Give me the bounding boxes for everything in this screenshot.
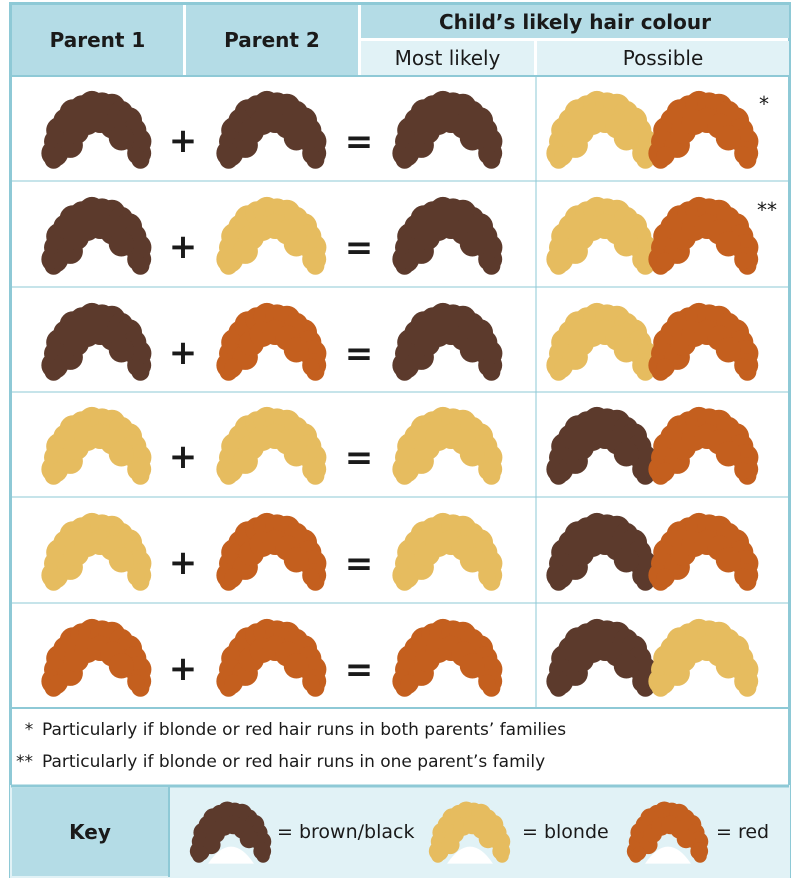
parent2-blonde-hair-icon <box>216 196 327 276</box>
possible-blonde-hair-icon <box>546 302 657 382</box>
possible-brown-hair-icon <box>546 512 657 592</box>
header-most-likely: Most likely <box>361 41 534 75</box>
plus-sign: + <box>168 227 198 267</box>
possible-blonde-hair-icon <box>648 618 759 698</box>
footnote-text: Particularly if blonde or red hair runs … <box>42 752 546 772</box>
equals-sign: = <box>344 438 374 478</box>
most-likely-blonde-hair-icon <box>392 406 503 486</box>
key-red-hair-icon <box>626 801 709 864</box>
equals-sign: = <box>344 228 374 268</box>
parent1-blonde-hair-icon <box>41 406 152 486</box>
plus-sign: + <box>168 121 198 161</box>
parent2-blonde-hair-icon <box>216 406 327 486</box>
key-brown-hair-icon <box>189 801 272 864</box>
parent2-brown-hair-icon <box>216 90 327 170</box>
parent1-blonde-hair-icon <box>41 512 152 592</box>
footnote-marker: ** <box>757 198 777 222</box>
possible-blonde-hair-icon <box>546 196 657 276</box>
most-likely-blonde-hair-icon <box>392 512 503 592</box>
parent2-red-hair-icon <box>216 618 327 698</box>
footnote-text: Particularly if blonde or red hair runs … <box>42 720 567 740</box>
possible-red-hair-icon <box>648 512 759 592</box>
possible-red-hair-icon <box>648 302 759 382</box>
footnote-mark: * <box>24 720 34 740</box>
plus-sign: + <box>168 437 198 477</box>
equals-sign: = <box>344 122 374 162</box>
key-label-blonde: = blonde <box>522 821 609 843</box>
equals-sign: = <box>344 650 374 690</box>
header-parent2: Parent 2 <box>186 5 358 75</box>
possible-red-hair-icon <box>648 90 759 170</box>
possible-brown-hair-icon <box>546 406 657 486</box>
parent1-red-hair-icon <box>41 618 152 698</box>
parent1-brown-hair-icon <box>41 302 152 382</box>
header-parent1: Parent 1 <box>12 5 183 75</box>
plus-sign: + <box>168 649 198 689</box>
most-likely-red-hair-icon <box>392 618 503 698</box>
plus-sign: + <box>168 543 198 583</box>
footnote-single-star: * Particularly if blonde or red hair runs… <box>16 720 566 740</box>
possible-blonde-hair-icon <box>546 90 657 170</box>
footnote-mark: ** <box>16 752 33 772</box>
most-likely-brown-hair-icon <box>392 302 503 382</box>
key-label-brown: = brown/black <box>277 821 415 843</box>
key-title: Key <box>12 788 168 876</box>
equals-sign: = <box>344 544 374 584</box>
header-child-likely-colour: Child’s likely hair colour <box>361 5 789 38</box>
plus-sign: + <box>168 333 198 373</box>
possible-brown-hair-icon <box>546 618 657 698</box>
possible-red-hair-icon <box>648 406 759 486</box>
parent1-brown-hair-icon <box>41 90 152 170</box>
parent2-red-hair-icon <box>216 512 327 592</box>
possible-red-hair-icon <box>648 196 759 276</box>
parent1-brown-hair-icon <box>41 196 152 276</box>
header-possible: Possible <box>537 41 789 75</box>
equals-sign: = <box>344 334 374 374</box>
parent2-red-hair-icon <box>216 302 327 382</box>
key-blonde-hair-icon <box>428 801 511 864</box>
key-label-red: = red <box>716 821 770 843</box>
footnote-marker: * <box>759 92 769 116</box>
most-likely-brown-hair-icon <box>392 90 503 170</box>
footnote-double-star: ** Particularly if blonde or red hair run… <box>16 752 545 772</box>
most-likely-brown-hair-icon <box>392 196 503 276</box>
